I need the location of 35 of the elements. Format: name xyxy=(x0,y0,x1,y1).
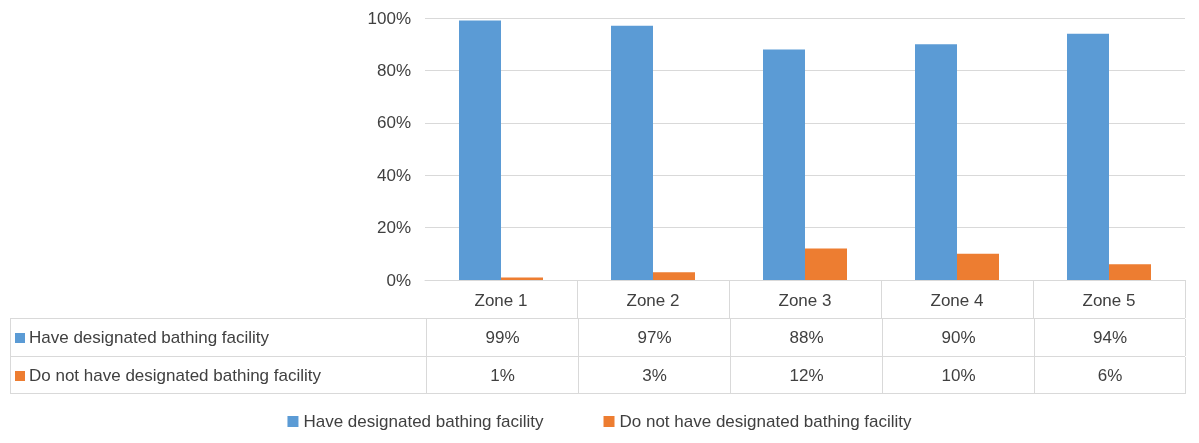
data-label: 12% xyxy=(730,357,882,394)
bar xyxy=(1109,264,1151,280)
data-label: 94% xyxy=(1034,319,1186,356)
bar xyxy=(957,253,999,280)
y-tick-label: 80% xyxy=(376,60,411,80)
y-tick-label: 20% xyxy=(376,218,411,238)
bar xyxy=(611,25,653,280)
bar xyxy=(1067,33,1109,280)
data-label: 88% xyxy=(730,319,882,356)
data-label: 1% xyxy=(426,357,578,394)
legend-label: Have designated bathing facility xyxy=(303,412,545,431)
y-tick-label: 40% xyxy=(376,165,411,185)
data-label: 90% xyxy=(882,319,1034,356)
text: Do not have designated bathing facility xyxy=(29,366,322,385)
x-tick-label: Zone 2 xyxy=(626,291,680,310)
bar xyxy=(459,20,501,280)
y-tick-label: 0% xyxy=(386,270,411,290)
data-label: 6% xyxy=(1034,357,1186,394)
bar xyxy=(653,272,695,280)
bar xyxy=(915,44,957,280)
data-label: 99% xyxy=(426,319,578,356)
y-tick-label: 60% xyxy=(376,113,411,133)
bar xyxy=(501,277,543,280)
y-tick-label: 100% xyxy=(367,8,411,28)
data-label: 97% xyxy=(578,319,730,356)
x-tick-label: Zone 1 xyxy=(474,291,528,310)
x-tick-label: Zone 5 xyxy=(1082,291,1136,310)
data-label: 10% xyxy=(882,357,1034,394)
x-tick-label: Zone 3 xyxy=(778,291,832,310)
legend-label: Do not have designated bathing facility xyxy=(619,412,913,431)
text: Have designated bathing facility xyxy=(29,328,270,347)
x-tick-label: Zone 4 xyxy=(930,291,984,310)
data-label: 3% xyxy=(578,357,730,394)
bar xyxy=(805,248,847,280)
bar xyxy=(763,49,805,280)
